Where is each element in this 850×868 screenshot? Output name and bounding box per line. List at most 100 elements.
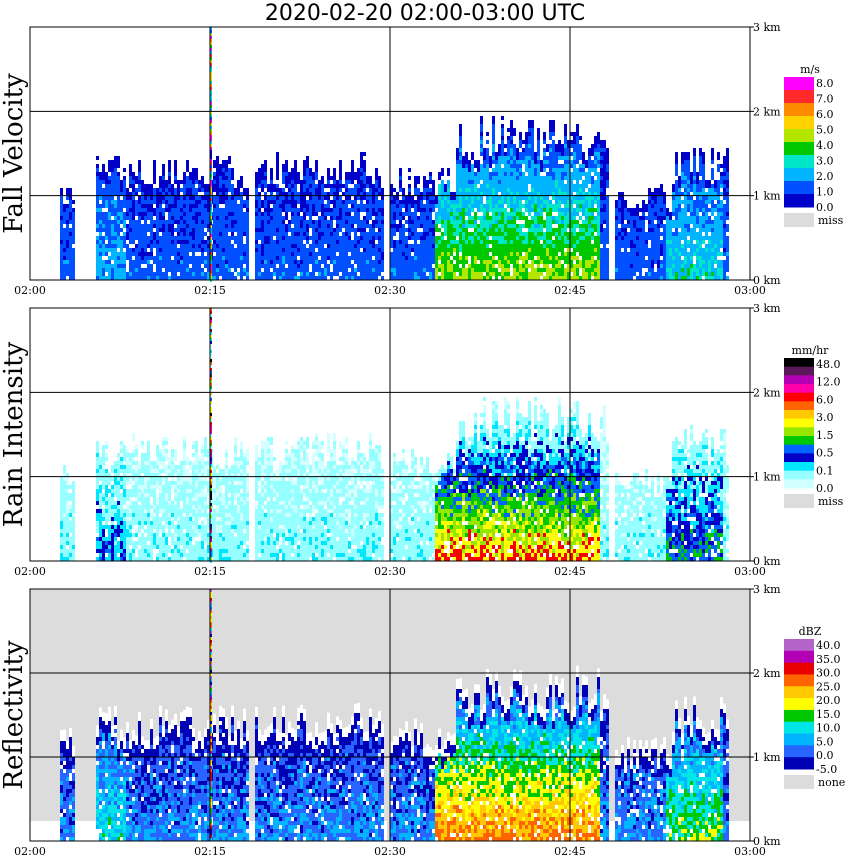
data-cell xyxy=(489,220,492,224)
data-cell xyxy=(141,236,144,240)
data-cell xyxy=(588,160,591,164)
data-cell xyxy=(594,216,597,220)
data-cell xyxy=(261,240,264,244)
data-cell xyxy=(159,176,162,180)
data-cell xyxy=(201,236,204,240)
data-cell xyxy=(117,216,120,220)
data-cell xyxy=(438,252,441,256)
data-cell xyxy=(474,248,477,252)
data-cell xyxy=(528,124,531,128)
data-cell xyxy=(420,212,423,216)
data-cell xyxy=(639,244,642,248)
data-cell xyxy=(555,248,558,252)
data-cell xyxy=(456,260,459,264)
data-cell xyxy=(306,232,309,236)
data-cell xyxy=(63,208,66,212)
data-cell xyxy=(105,276,108,280)
data-cell xyxy=(591,168,594,172)
data-cell xyxy=(264,264,267,268)
data-cell xyxy=(540,160,543,164)
data-cell xyxy=(270,212,273,216)
data-cell xyxy=(345,272,348,276)
data-cell xyxy=(600,220,603,224)
data-cell xyxy=(441,220,444,224)
data-cell xyxy=(186,252,189,256)
data-cell xyxy=(177,232,180,236)
data-cell xyxy=(276,176,279,180)
data-cell xyxy=(390,272,393,276)
data-cell xyxy=(510,204,513,208)
data-cell xyxy=(615,244,618,248)
data-cell xyxy=(339,196,342,200)
data-cell xyxy=(354,232,357,236)
data-cell xyxy=(429,208,432,212)
data-cell xyxy=(546,256,549,260)
data-cell xyxy=(552,268,555,272)
data-cell xyxy=(390,216,393,220)
data-cell xyxy=(270,208,273,212)
data-cell xyxy=(162,224,165,228)
data-cell xyxy=(414,256,417,260)
data-cell xyxy=(546,264,549,268)
data-cell xyxy=(396,264,399,268)
data-cell xyxy=(300,260,303,264)
data-cell xyxy=(258,244,261,248)
data-cell xyxy=(564,144,567,148)
data-cell xyxy=(366,272,369,276)
data-cell xyxy=(207,240,210,244)
data-cell xyxy=(534,188,537,192)
data-cell xyxy=(423,272,426,276)
data-cell xyxy=(408,200,411,204)
data-cell xyxy=(288,244,291,248)
data-cell xyxy=(489,228,492,232)
data-cell xyxy=(324,220,327,224)
data-cell xyxy=(546,196,549,200)
data-cell xyxy=(672,212,675,216)
data-cell xyxy=(468,276,471,280)
data-cell xyxy=(264,220,267,224)
data-cell xyxy=(117,244,120,248)
data-cell xyxy=(231,244,234,248)
data-cell xyxy=(192,220,195,224)
data-cell xyxy=(345,188,348,192)
data-cell xyxy=(591,268,594,272)
data-cell xyxy=(615,252,618,256)
data-cell xyxy=(489,164,492,168)
data-cell xyxy=(579,156,582,160)
data-cell xyxy=(378,228,381,232)
data-cell xyxy=(432,248,435,252)
data-cell xyxy=(477,200,480,204)
data-cell xyxy=(321,268,324,272)
data-cell xyxy=(576,232,579,236)
data-cell xyxy=(447,204,450,208)
data-cell xyxy=(510,136,513,140)
data-cell xyxy=(534,208,537,212)
data-cell xyxy=(471,168,474,172)
data-cell xyxy=(543,132,546,136)
data-cell xyxy=(99,204,102,208)
data-cell xyxy=(234,276,237,280)
data-cell xyxy=(456,160,459,164)
data-cell xyxy=(513,208,516,212)
data-cell xyxy=(183,244,186,248)
data-cell xyxy=(573,256,576,260)
data-cell xyxy=(423,260,426,264)
data-cell xyxy=(264,212,267,216)
data-cell xyxy=(144,228,147,232)
data-cell xyxy=(429,176,432,180)
data-cell xyxy=(492,208,495,212)
data-cell xyxy=(159,228,162,232)
data-cell xyxy=(192,232,195,236)
data-cell xyxy=(624,224,627,228)
data-cell xyxy=(195,228,198,232)
data-cell xyxy=(270,168,273,172)
data-cell xyxy=(444,260,447,264)
data-cell xyxy=(588,244,591,248)
data-cell xyxy=(510,212,513,216)
data-cell xyxy=(555,236,558,240)
data-cell xyxy=(336,180,339,184)
data-cell xyxy=(315,196,318,200)
data-cell xyxy=(120,208,123,212)
data-cell xyxy=(126,192,129,196)
data-cell xyxy=(573,196,576,200)
